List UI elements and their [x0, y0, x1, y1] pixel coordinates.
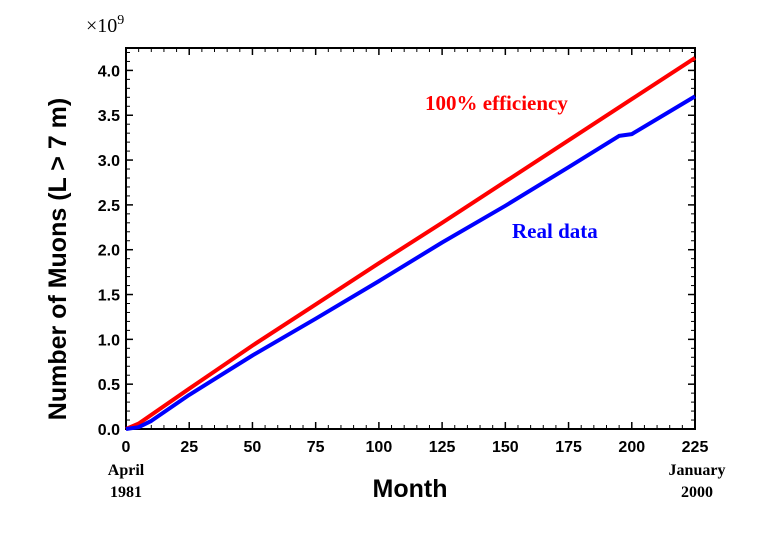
- x-tick-label: 125: [429, 439, 456, 456]
- x-tick-label: 75: [307, 439, 325, 456]
- x-start-note-line2: 1981: [110, 484, 142, 501]
- y-tick-label: 1.5: [98, 288, 120, 305]
- x-tick-label: 25: [180, 439, 198, 456]
- y-tick-label: 3.5: [98, 108, 120, 125]
- x-end-note-line1: January: [669, 462, 726, 479]
- y-tick-label: 3.0: [98, 153, 120, 170]
- x-start-note-line1: April: [108, 462, 145, 479]
- y-axis-label: Number of Muons (L > 7 m): [44, 98, 72, 420]
- y-tick-label: 0.0: [98, 422, 120, 439]
- series-lines: [125, 56, 697, 431]
- y-tick-label: 2.0: [98, 243, 120, 260]
- y-multiplier: ×109: [86, 13, 124, 37]
- y-tick-label: 1.0: [98, 332, 120, 349]
- series-line-100-efficiency: [125, 56, 697, 431]
- plot-area: [125, 47, 696, 430]
- y-tick-label: 2.5: [98, 198, 120, 215]
- x-tick-label: 200: [618, 439, 645, 456]
- x-tick-label: 100: [366, 439, 393, 456]
- x-tick-label: 175: [555, 439, 582, 456]
- y-tick-label: 0.5: [98, 377, 120, 394]
- x-axis-label: Month: [373, 475, 448, 503]
- annotation-100-efficiency: 100% efficiency: [425, 91, 568, 115]
- annotation-real-data: Real data: [512, 219, 598, 243]
- axis-ticks: [125, 48, 696, 430]
- series-line-real-data: [125, 94, 697, 431]
- x-tick-label: 0: [122, 439, 131, 456]
- axis-tick-labels: 0 25 50 75 100 125 150 175 200 225 0.0 0.5 1.0 1.5 2.0…: [98, 63, 709, 456]
- x-tick-label: 150: [492, 439, 519, 456]
- x-end-note-line2: 2000: [681, 484, 713, 501]
- x-tick-label: 225: [682, 439, 709, 456]
- x-tick-label: 50: [244, 439, 262, 456]
- y-tick-label: 4.0: [98, 63, 120, 80]
